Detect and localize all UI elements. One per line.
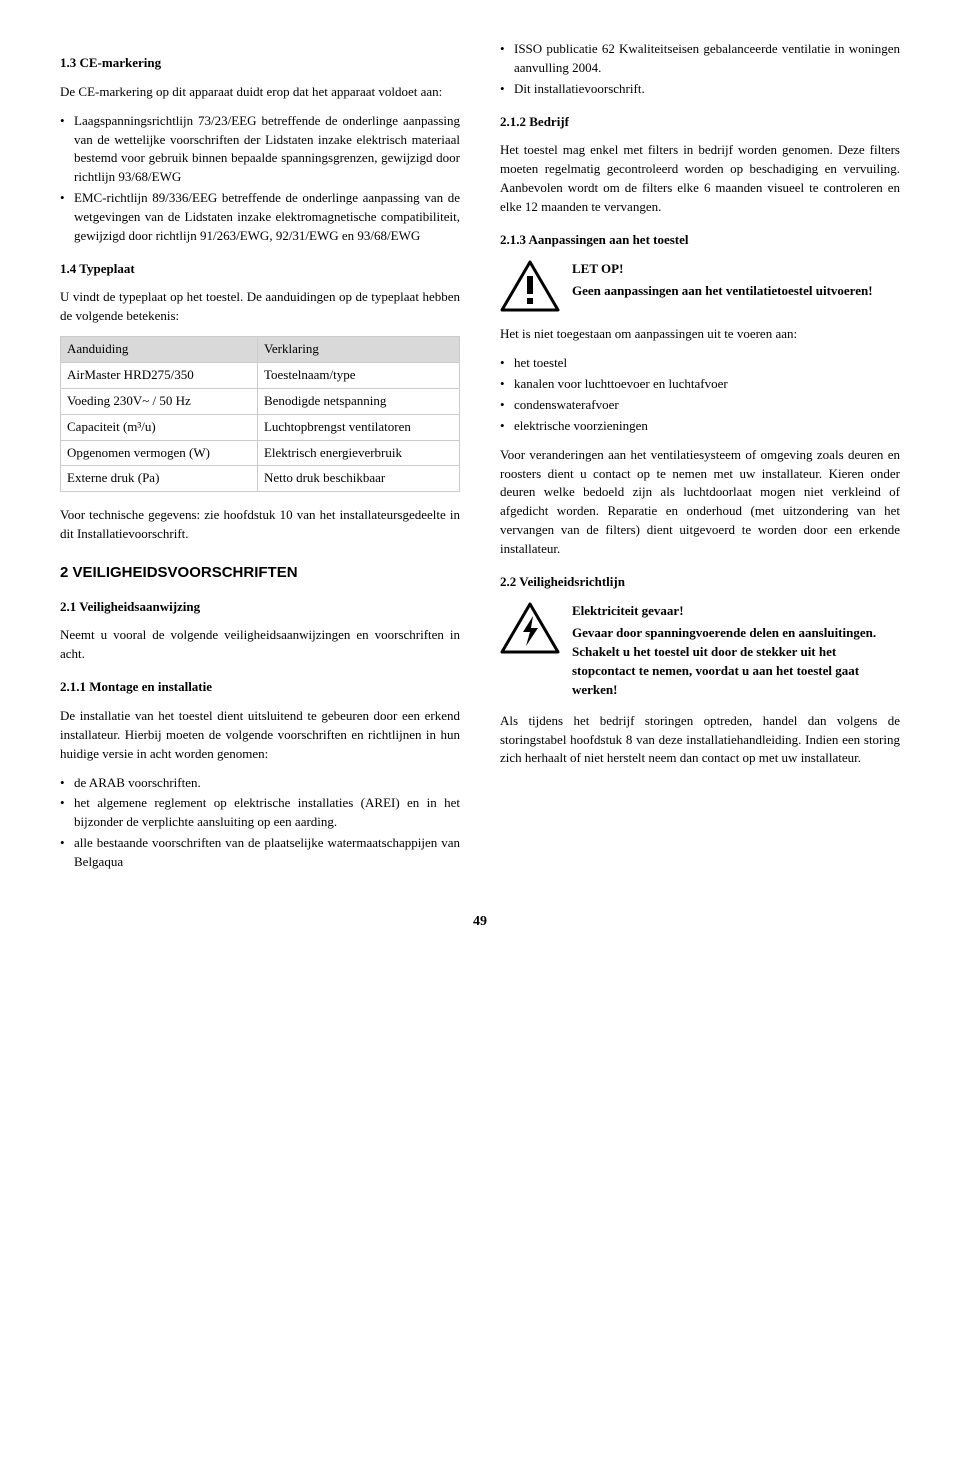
table-row: Opgenomen vermogen (W) Elektrisch energi… [61,440,460,466]
warning-attention: LET OP! Geen aanpassingen aan het ventil… [500,260,900,318]
table-cell: Externe druk (Pa) [61,466,258,492]
list-item: Dit installatievoorschrift. [500,80,900,99]
table-row: Externe druk (Pa) Netto druk beschikbaar [61,466,460,492]
list-item: EMC-richtlijn 89/336/EEG betreffende de … [60,189,460,246]
warning-text: LET OP! Geen aanpassingen aan het ventil… [572,260,900,306]
para-fault: Als tijdens het bedrijf storingen optred… [500,712,900,769]
two-column-layout: 1.3 CE-markering De CE-markering op dit … [60,40,900,882]
list-item: ISSO publicatie 62 Kwaliteitseisen gebal… [500,40,900,78]
list-2-1-1: de ARAB voorschriften. het algemene regl… [60,774,460,872]
left-column: 1.3 CE-markering De CE-markering op dit … [60,40,460,882]
list-item: de ARAB voorschriften. [60,774,460,793]
list-item: kanalen voor luchttoevoer en luchtafvoer [500,375,900,394]
heading-1-3: 1.3 CE-markering [60,54,460,73]
warning-body: Geen aanpassingen aan het ventilatietoes… [572,282,900,301]
table-cell: Toestelnaam/type [257,362,459,388]
list-not-allowed: het toestel kanalen voor luchttoevoer en… [500,354,900,435]
heading-2-1: 2.1 Veiligheidsaanwijzing [60,598,460,617]
list-item: Laagspanningsrichtlijn 73/23/EEG betreff… [60,112,460,187]
table-row: AirMaster HRD275/350 Toestelnaam/type [61,362,460,388]
table-cell: Benodigde netspanning [257,388,459,414]
para-1-4-intro: U vindt de typeplaat op het toestel. De … [60,288,460,326]
table-cell: Voeding 230V~ / 50 Hz [61,388,258,414]
warning-title: LET OP! [572,260,900,279]
para-technical-ref: Voor technische gegevens: zie hoofdstuk … [60,506,460,544]
heading-2-1-3: 2.1.3 Aanpassingen aan het toestel [500,231,900,250]
warning-title: Elektriciteit gevaar! [572,602,900,621]
warning-electric-icon [500,602,560,660]
page-number: 49 [60,912,900,932]
table-header-cell: Aanduiding [61,337,258,363]
table-cell: AirMaster HRD275/350 [61,362,258,388]
list-item: alle bestaande voorschriften van de plaa… [60,834,460,872]
para-changes: Voor veranderingen aan het ventilatiesys… [500,446,900,559]
warning-exclamation-icon [500,260,560,318]
heading-2-1-2: 2.1.2 Bedrijf [500,113,900,132]
warning-electric: Elektriciteit gevaar! Gevaar door spanni… [500,602,900,704]
table-cell: Luchtopbrengst ventilatoren [257,414,459,440]
warning-text: Elektriciteit gevaar! Gevaar door spanni… [572,602,900,704]
list-1-3: Laagspanningsrichtlijn 73/23/EEG betreff… [60,112,460,246]
list-item: het toestel [500,354,900,373]
list-item: het algemene reglement op elektrische in… [60,794,460,832]
heading-1-4: 1.4 Typeplaat [60,260,460,279]
heading-2: 2 VEILIGHEIDSVOORSCHRIFTEN [60,562,460,584]
para-1-3-intro: De CE-markering op dit apparaat duidt er… [60,83,460,102]
para-2-1-1: De installatie van het toestel dient uit… [60,707,460,764]
list-top-right: ISSO publicatie 62 Kwaliteitseisen gebal… [500,40,900,99]
para-2-1-2: Het toestel mag enkel met filters in bed… [500,141,900,216]
table-cell: Elektrisch energieverbruik [257,440,459,466]
right-column: ISSO publicatie 62 Kwaliteitseisen gebal… [500,40,900,882]
warning-body: Gevaar door spanningvoerende delen en aa… [572,624,900,699]
table-header-row: Aanduiding Verklaring [61,337,460,363]
table-cell: Opgenomen vermogen (W) [61,440,258,466]
table-header-cell: Verklaring [257,337,459,363]
table-cell: Capaciteit (m³/u) [61,414,258,440]
table-row: Capaciteit (m³/u) Luchtopbrengst ventila… [61,414,460,440]
typeplate-table: Aanduiding Verklaring AirMaster HRD275/3… [60,336,460,492]
table-row: Voeding 230V~ / 50 Hz Benodigde netspann… [61,388,460,414]
para-not-allowed: Het is niet toegestaan om aanpassingen u… [500,325,900,344]
heading-2-2: 2.2 Veiligheidsrichtlijn [500,573,900,592]
table-cell: Netto druk beschikbaar [257,466,459,492]
list-item: condenswaterafvoer [500,396,900,415]
heading-2-1-1: 2.1.1 Montage en installatie [60,678,460,697]
para-2-1: Neemt u vooral de volgende veiligheidsaa… [60,626,460,664]
list-item: elektrische voorzieningen [500,417,900,436]
